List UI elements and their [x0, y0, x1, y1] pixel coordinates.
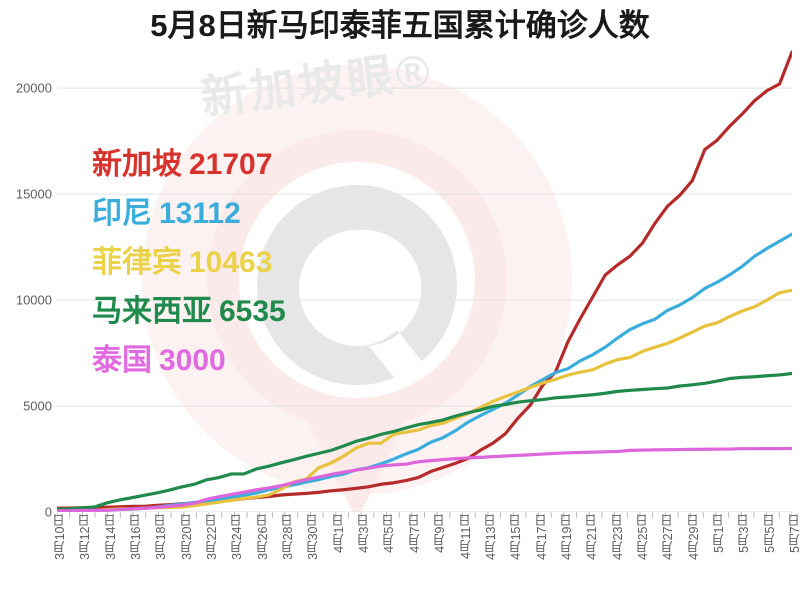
legend-label: 菲律宾	[92, 246, 182, 279]
y-tick-label: 20000	[15, 80, 52, 96]
x-tick-label: 4月19日	[559, 514, 574, 560]
x-tick-label: 3月20日	[179, 514, 194, 560]
x-tick-label: 3月10日	[53, 514, 67, 560]
y-axis: 0 5000 10000 15000 20000	[0, 50, 52, 520]
x-tick-label: 3月14日	[103, 514, 118, 560]
legend-item-indonesia: 印尼 13112	[92, 189, 432, 238]
x-tick-label: 3月26日	[255, 514, 270, 560]
series-line-菲律宾	[57, 290, 792, 511]
x-tick-label: 4月25日	[635, 514, 650, 560]
x-tick-label: 5月1日	[711, 514, 726, 553]
x-tick-label: 4月1日	[331, 514, 346, 553]
x-tick-label: 4月5日	[382, 514, 397, 553]
legend-label: 新加坡	[92, 148, 182, 181]
legend-value: 10463	[189, 246, 273, 279]
legend-label: 印尼	[92, 197, 152, 230]
x-tick-label: 3月16日	[129, 514, 144, 560]
x-tick-label: 3月30日	[306, 514, 321, 560]
x-axis: 3月10日 3月12日 3月14日 3月16日 3月18日 3月20日 3月22日 3月24日…	[53, 514, 800, 609]
x-tick-label: 5月3日	[737, 514, 752, 553]
x-tick-label: 3月22日	[205, 514, 220, 560]
y-tick-label: 0	[44, 504, 52, 520]
y-tick-label: 5000	[23, 398, 52, 414]
x-tick-label: 4月9日	[433, 514, 448, 553]
y-tick-label: 15000	[15, 186, 52, 202]
gridlines	[57, 87, 792, 512]
singapore-eye-logo-icon	[142, 65, 572, 512]
x-tick-label: 3月28日	[281, 514, 296, 560]
legend-label: 泰国	[92, 344, 152, 377]
legend-label: 马来西亚	[92, 295, 212, 328]
x-tick-label: 4月11日	[458, 514, 473, 559]
legend-value: 13112	[159, 197, 241, 230]
x-tick-label: 4月17日	[534, 514, 549, 560]
x-tick-label: 4月3日	[357, 514, 372, 553]
page-title: 5月8日新马印泰菲五国累计确诊人数	[150, 8, 650, 43]
x-axis-ticks	[57, 512, 792, 518]
legend-value: 21707	[189, 148, 273, 181]
plot-area	[57, 50, 792, 512]
legend-value: 6535	[219, 295, 286, 328]
legend-value: 3000	[159, 344, 226, 377]
legend: 新加坡 21707 印尼 13112 菲律宾 10463 马来西亚 6535 泰国 3000	[92, 140, 432, 385]
x-tick-label: 4月7日	[407, 514, 422, 553]
legend-item-malaysia: 马来西亚 6535	[92, 287, 432, 336]
legend-item-philippines: 菲律宾 10463	[92, 238, 432, 287]
x-tick-label: 4月27日	[661, 514, 676, 560]
series-line-泰国	[57, 448, 792, 510]
x-tick-label: 4月23日	[610, 514, 625, 560]
watermark	[142, 65, 572, 512]
x-tick-label: 4月29日	[686, 514, 701, 560]
x-tick-label: 3月24日	[230, 514, 245, 560]
legend-item-singapore: 新加坡 21707	[92, 140, 432, 189]
x-tick-label: 5月5日	[762, 514, 777, 553]
x-tick-label: 3月18日	[154, 514, 169, 560]
x-tick-label: 4月13日	[483, 514, 498, 560]
x-tick-label: 5月7日	[788, 514, 800, 553]
x-tick-label: 3月12日	[78, 514, 93, 560]
y-tick-label: 10000	[15, 292, 52, 308]
x-tick-label: 4月21日	[585, 514, 600, 560]
series-lines	[57, 50, 792, 512]
x-tick-label: 4月15日	[509, 514, 524, 560]
series-line-马来西亚	[57, 374, 792, 510]
legend-item-thailand: 泰国 3000	[92, 336, 432, 385]
